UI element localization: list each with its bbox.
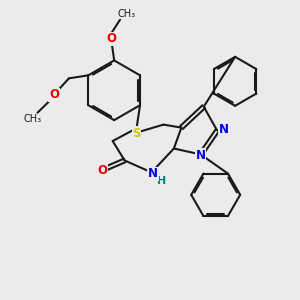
Text: O: O [106, 32, 116, 45]
Text: N: N [196, 148, 206, 162]
Text: CH₃: CH₃ [117, 9, 135, 20]
Text: N: N [148, 167, 158, 180]
Text: O: O [97, 164, 107, 177]
Text: N: N [219, 123, 229, 136]
Text: H: H [157, 176, 167, 186]
Text: S: S [132, 127, 141, 140]
Text: O: O [49, 88, 59, 101]
Text: CH₃: CH₃ [23, 114, 41, 124]
